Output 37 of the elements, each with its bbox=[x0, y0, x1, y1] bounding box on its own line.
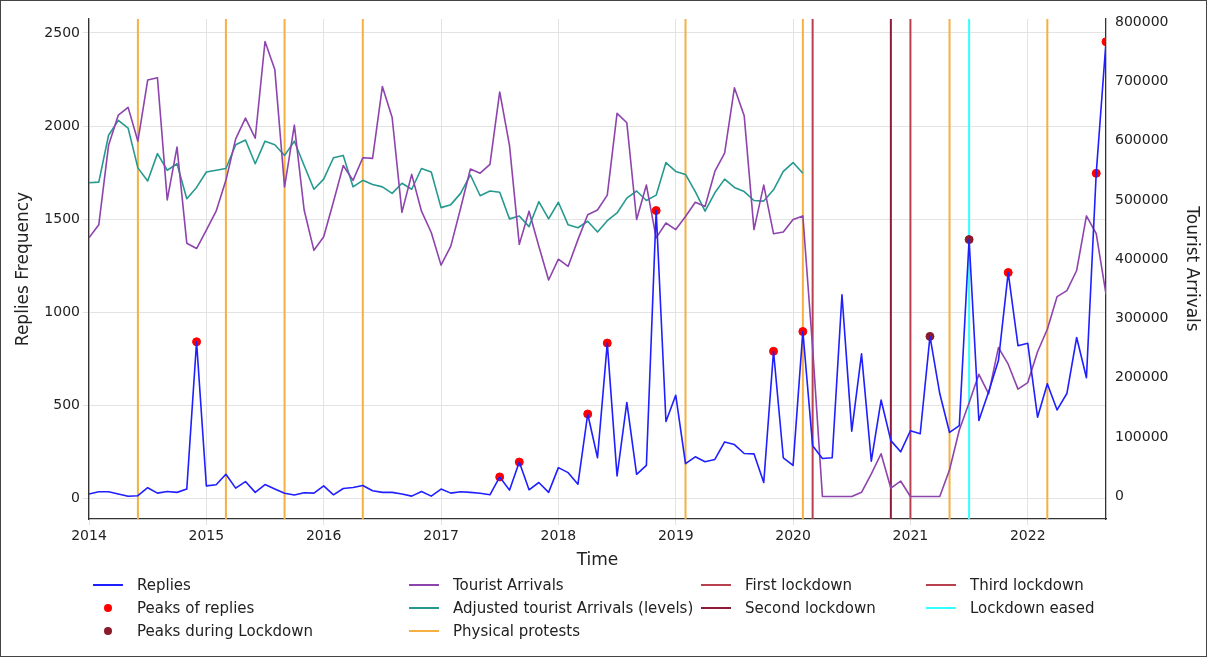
legend-label: Physical protests bbox=[453, 621, 580, 640]
y-tick-label: 2000 bbox=[44, 116, 80, 133]
legend-label: Peaks of replies bbox=[137, 598, 255, 617]
y-tick-label: 2500 bbox=[44, 23, 80, 40]
x-tick-label: 2014 bbox=[71, 527, 107, 544]
y-tick-label: 500 bbox=[53, 395, 80, 412]
y-tick-label: 1000 bbox=[44, 302, 80, 319]
y-axis-title: Replies Frequency bbox=[11, 191, 32, 347]
legend-label: Replies bbox=[137, 575, 191, 594]
y2-tick-label: 700000 bbox=[1115, 71, 1169, 88]
y2-axis-title: Tourist Arrivals bbox=[1183, 205, 1204, 332]
x-tick-label: 2020 bbox=[775, 527, 811, 544]
y2-tick-label: 400000 bbox=[1115, 249, 1169, 266]
x-tick-label: 2018 bbox=[540, 527, 577, 544]
legend-label: Tourist Arrivals bbox=[453, 575, 564, 594]
x-tick-label: 2015 bbox=[188, 527, 225, 544]
x-tick-label: 2021 bbox=[892, 527, 929, 544]
legend-label: Lockdown eased bbox=[970, 598, 1095, 617]
y2-tick-label: 600000 bbox=[1115, 131, 1169, 148]
y2-tick-label: 0 bbox=[1115, 487, 1124, 504]
x-tick-label: 2022 bbox=[1009, 527, 1046, 544]
legend-label: First lockdown bbox=[745, 575, 853, 594]
x-tick-label: 2019 bbox=[657, 527, 694, 544]
legend-label: Third lockdown bbox=[970, 575, 1084, 594]
x-axis-title: Time bbox=[575, 549, 619, 570]
legend-label: Second lockdown bbox=[745, 598, 876, 617]
x-tick-label: 2016 bbox=[305, 527, 342, 544]
y2-tick-label: 800000 bbox=[1115, 12, 1169, 29]
legend-label: Adjusted tourist Arrivals (levels) bbox=[453, 598, 694, 617]
y2-tick-label: 300000 bbox=[1115, 309, 1169, 326]
legend-label: Peaks during Lockdown bbox=[137, 621, 314, 640]
y-tick-label: 1500 bbox=[44, 209, 80, 226]
x-tick-label: 2017 bbox=[423, 527, 459, 544]
y2-tick-label: 100000 bbox=[1115, 427, 1169, 444]
y2-tick-label: 500000 bbox=[1115, 190, 1169, 207]
y-tick-label: 0 bbox=[71, 488, 80, 505]
y2-tick-label: 200000 bbox=[1115, 368, 1169, 385]
